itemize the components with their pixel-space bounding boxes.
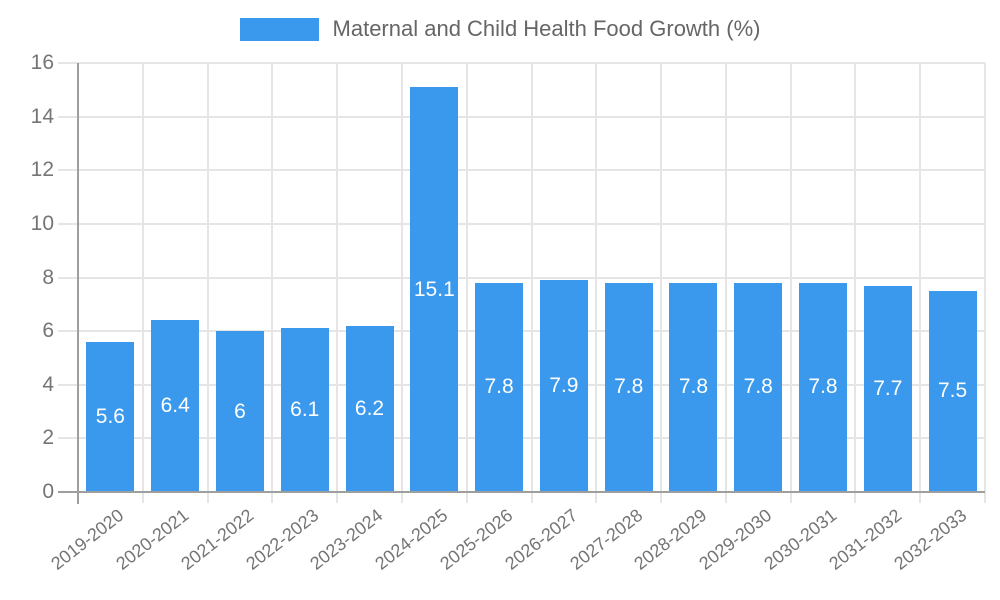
legend-label: Maternal and Child Health Food Growth (%…	[332, 16, 761, 41]
bar: 7.8	[734, 282, 783, 492]
bar-value-label: 7.8	[743, 375, 773, 399]
bar-value-label: 7.8	[614, 375, 644, 399]
y-tick-label: 16	[30, 51, 54, 74]
bar: 7.8	[604, 282, 653, 492]
x-gridline	[724, 63, 727, 503]
bar-value-label: 6.4	[160, 394, 190, 418]
bar-value-label: 6	[234, 399, 246, 423]
x-gridline	[984, 63, 986, 503]
bar: 7.8	[799, 282, 848, 492]
y-axis-line	[77, 63, 79, 504]
legend: Maternal and Child Health Food Growth (%…	[0, 16, 1000, 42]
y-tick-label: 12	[30, 158, 54, 182]
y-tick-label: 14	[30, 104, 54, 128]
legend-swatch	[239, 17, 319, 41]
y-tick-label: 10	[30, 211, 54, 235]
y-tick-label: 0	[42, 480, 54, 503]
bar: 7.8	[475, 282, 524, 492]
x-gridline	[530, 63, 533, 503]
bar: 7.8	[669, 282, 718, 492]
y-tick-label: 6	[42, 319, 54, 343]
x-tick-label: 2020-2021	[112, 505, 193, 574]
bar: 6.2	[345, 325, 394, 492]
x-gridline	[660, 63, 663, 503]
x-gridline	[400, 63, 403, 503]
y-gridline	[58, 222, 985, 225]
x-tick-label: 2031-2032	[824, 505, 906, 574]
bar: 5.6	[86, 341, 135, 492]
x-gridline	[141, 63, 144, 503]
bar-value-label: 6.2	[354, 396, 385, 420]
bar: 7.9	[539, 280, 588, 492]
bar: 7.7	[863, 285, 912, 492]
x-tick-label: 2021-2022	[177, 505, 258, 574]
y-gridline	[58, 169, 985, 172]
x-gridline	[854, 63, 857, 503]
x-gridline	[595, 63, 598, 503]
legend-item[interactable]: Maternal and Child Health Food Growth (%…	[239, 16, 761, 42]
y-tick-label: 2	[42, 426, 54, 450]
bar-value-label: 15.1	[413, 277, 455, 301]
bar-value-label: 7.8	[484, 375, 514, 399]
x-gridline	[919, 63, 922, 503]
bar: 6.1	[280, 328, 329, 492]
bar: 15.1	[410, 87, 459, 492]
bar-value-label: 5.6	[95, 404, 125, 428]
x-gridline	[271, 63, 274, 503]
x-gridline	[789, 63, 792, 503]
bar-value-label: 7.8	[808, 375, 838, 399]
y-gridline	[58, 276, 985, 279]
x-tick-label: 2030-2031	[760, 505, 841, 574]
bar: 7.5	[928, 290, 977, 492]
bar-value-label: 7.7	[873, 376, 903, 400]
bar-value-label: 7.8	[678, 375, 709, 399]
y-tick-label: 4	[42, 372, 54, 396]
x-gridline	[206, 63, 209, 503]
y-gridline	[58, 62, 985, 64]
x-gridline	[336, 63, 339, 503]
bar-value-label: 7.5	[937, 379, 968, 403]
bar: 6.4	[151, 320, 200, 492]
x-axis-line	[58, 491, 985, 493]
x-tick-label: 2026-2027	[501, 505, 582, 574]
x-tick-label: 2025-2026	[436, 505, 517, 574]
y-gridline	[58, 115, 985, 118]
bar-value-label: 6.1	[290, 398, 320, 422]
bar: 6	[215, 331, 264, 492]
x-gridline	[465, 63, 468, 503]
y-tick-label: 8	[42, 265, 54, 289]
bar-value-label: 7.9	[549, 374, 579, 398]
